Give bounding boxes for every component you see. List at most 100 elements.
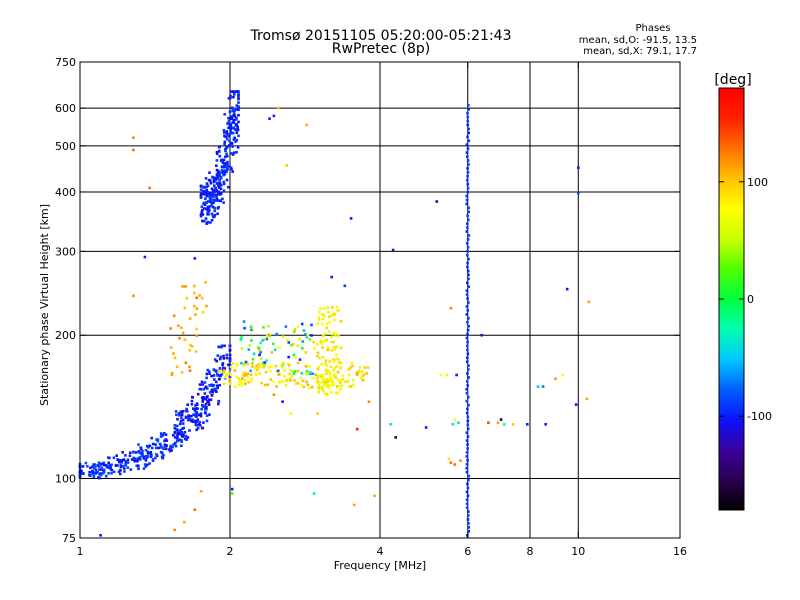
data-point — [144, 448, 148, 452]
data-point — [465, 293, 469, 296]
data-point — [119, 465, 123, 469]
data-point — [236, 128, 240, 132]
data-point — [249, 369, 252, 373]
data-point — [145, 463, 149, 467]
data-point — [314, 373, 318, 377]
data-point — [355, 373, 359, 377]
data-point — [324, 362, 327, 365]
data-point — [329, 376, 332, 379]
data-point — [200, 426, 204, 430]
data-point — [185, 407, 188, 411]
data-point — [320, 385, 323, 388]
data-point — [199, 414, 203, 418]
data-point — [304, 351, 308, 354]
data-point — [210, 383, 213, 387]
data-point — [220, 345, 223, 349]
data-point — [466, 238, 470, 241]
data-point — [541, 385, 545, 388]
data-point — [291, 369, 294, 373]
data-point — [206, 212, 210, 216]
data-point — [100, 466, 104, 470]
data-point — [193, 409, 197, 412]
data-point — [449, 306, 453, 310]
data-point — [96, 470, 99, 474]
data-point — [86, 465, 89, 468]
data-point — [267, 325, 270, 328]
data-point — [466, 265, 469, 269]
data-point — [250, 377, 254, 380]
data-point — [215, 189, 219, 192]
data-point — [224, 169, 227, 172]
data-point — [487, 421, 490, 424]
data-point — [287, 341, 291, 344]
data-point — [316, 374, 320, 378]
data-point — [132, 451, 135, 454]
data-point — [287, 355, 290, 359]
data-point — [141, 452, 144, 455]
data-point — [237, 90, 240, 93]
data-point — [465, 380, 469, 383]
data-point — [223, 113, 226, 116]
data-point — [180, 432, 183, 435]
data-point — [321, 317, 325, 321]
data-point — [231, 170, 234, 173]
data-point — [155, 454, 159, 458]
data-point — [205, 185, 209, 188]
data-point — [285, 164, 289, 167]
data-point — [98, 476, 101, 480]
data-point — [215, 359, 218, 363]
data-point — [260, 381, 263, 385]
data-point — [263, 364, 266, 367]
data-point — [173, 356, 177, 360]
data-point — [574, 403, 578, 406]
data-point — [294, 356, 297, 359]
data-point — [225, 178, 229, 182]
data-point — [466, 419, 470, 423]
data-point — [289, 369, 293, 372]
data-point — [298, 358, 302, 361]
data-point — [357, 369, 361, 372]
data-point — [317, 365, 320, 369]
data-point — [322, 378, 325, 382]
data-point — [132, 294, 135, 298]
data-point — [179, 326, 183, 329]
data-point — [225, 356, 229, 360]
data-point — [363, 366, 367, 369]
data-point — [347, 368, 350, 371]
data-point — [235, 138, 239, 142]
data-point — [204, 197, 207, 200]
data-point — [181, 435, 185, 438]
data-point — [206, 387, 209, 390]
data-point — [202, 388, 205, 391]
data-point — [270, 365, 273, 368]
data-point — [252, 352, 256, 356]
data-point — [177, 431, 181, 434]
data-point — [201, 383, 204, 386]
data-point — [186, 403, 189, 406]
data-point — [278, 372, 281, 376]
data-point — [265, 334, 269, 338]
data-point — [89, 466, 92, 470]
data-point — [144, 465, 148, 468]
y-tick-label: 300 — [55, 245, 76, 258]
data-point — [199, 196, 203, 199]
data-point — [221, 363, 224, 366]
data-point — [346, 380, 350, 383]
data-point — [296, 381, 300, 385]
data-point — [233, 369, 237, 372]
data-point — [511, 423, 515, 426]
data-point — [198, 387, 201, 391]
data-point — [97, 461, 101, 464]
data-point — [328, 320, 331, 324]
data-point — [329, 390, 333, 394]
data-point — [465, 463, 469, 466]
data-point — [181, 331, 185, 335]
data-point — [348, 366, 352, 370]
data-point — [467, 234, 471, 237]
data-point — [258, 348, 261, 352]
data-point — [150, 436, 153, 440]
data-point — [218, 185, 221, 189]
data-point — [257, 347, 261, 350]
data-point — [466, 167, 469, 170]
data-point — [184, 361, 188, 365]
